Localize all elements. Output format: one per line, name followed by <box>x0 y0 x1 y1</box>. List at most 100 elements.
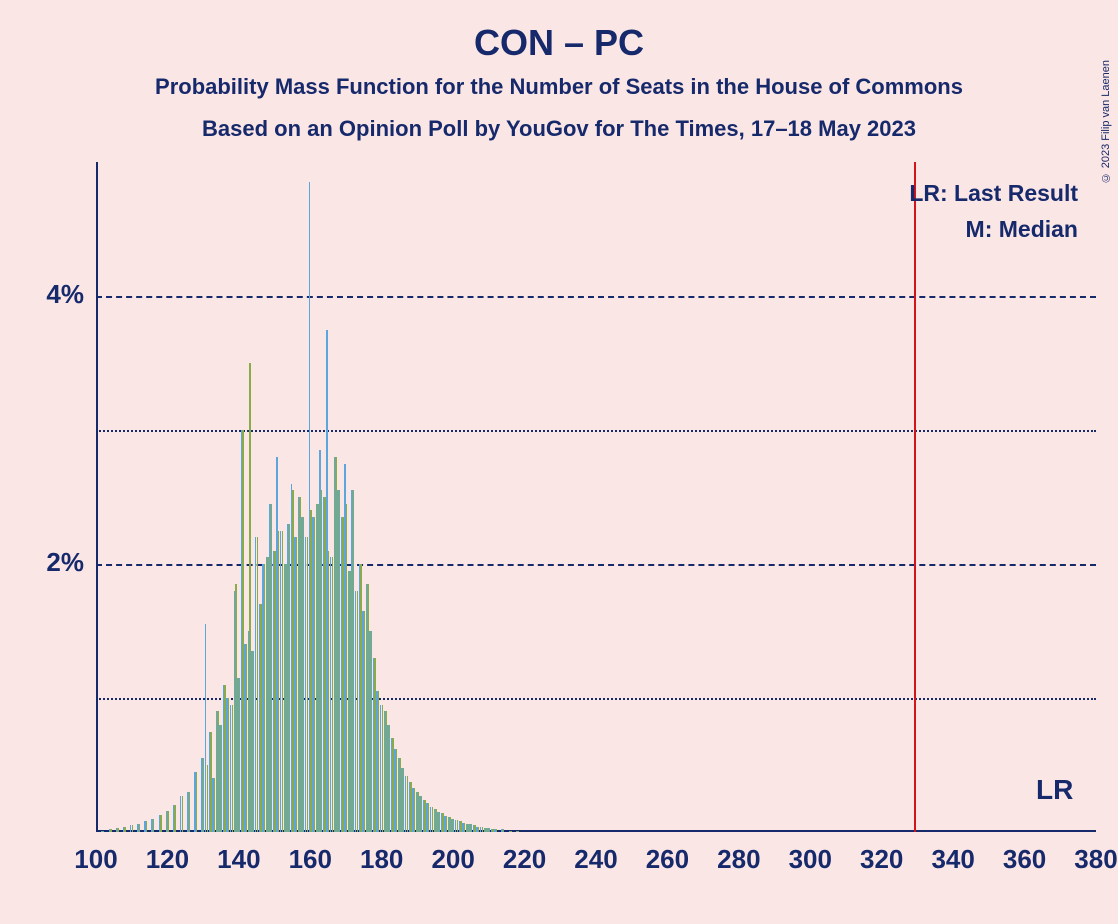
series-green-bar <box>103 831 104 832</box>
y-axis <box>96 162 98 832</box>
series-green-bar <box>299 497 300 832</box>
series-green-bar <box>307 537 308 832</box>
x-tick-label: 140 <box>217 844 260 875</box>
x-tick-label: 240 <box>574 844 617 875</box>
series-green-bar <box>457 820 458 832</box>
series-green-bar <box>374 658 375 832</box>
series-green-bar <box>260 604 261 832</box>
series-green-bar <box>517 831 518 832</box>
series-green-bar <box>474 825 475 832</box>
series-green-bar <box>289 524 290 832</box>
last-result-line <box>914 162 916 832</box>
series-green-bar <box>314 517 315 832</box>
x-tick-label: 120 <box>146 844 189 875</box>
series-green-bar <box>342 517 343 832</box>
series-green-bar <box>346 504 347 832</box>
x-tick-label: 220 <box>503 844 546 875</box>
series-green-bar <box>403 768 404 832</box>
series-green-bar <box>146 821 147 832</box>
series-green-bar <box>332 557 333 832</box>
series-green-bar <box>174 805 175 832</box>
series-green-bar <box>296 537 297 832</box>
x-tick-label: 300 <box>789 844 832 875</box>
series-green-bar <box>357 591 358 832</box>
chart-title: CON – PC <box>0 22 1118 64</box>
copyright-label: © 2023 Filip van Laenen <box>1100 60 1112 183</box>
series-green-bar <box>449 817 450 832</box>
series-green-bar <box>167 811 168 832</box>
series-green-bar <box>224 685 225 832</box>
series-green-bar <box>160 815 161 832</box>
series-green-bar <box>446 816 447 832</box>
series-green-bar <box>364 611 365 832</box>
series-green-bar <box>460 821 461 832</box>
series-green-bar <box>453 819 454 832</box>
series-green-bar <box>132 825 133 832</box>
series-green-bar <box>378 691 379 832</box>
series-green-bar <box>207 765 208 832</box>
series-green-bar <box>246 644 247 832</box>
series-green-bar <box>214 778 215 832</box>
series-green-bar <box>496 829 497 832</box>
series-green-bar <box>489 828 490 832</box>
series-green-bar <box>257 537 258 832</box>
series-green-bar <box>371 631 372 832</box>
series-green-bar <box>228 698 229 832</box>
series-green-bar <box>321 490 322 832</box>
series-green-bar <box>435 809 436 832</box>
x-tick-label: 260 <box>646 844 689 875</box>
series-green-bar <box>432 807 433 832</box>
series-green-bar <box>153 819 154 832</box>
series-green-bar <box>203 758 204 832</box>
x-tick-label: 180 <box>360 844 403 875</box>
series-green-bar <box>292 490 293 832</box>
chart-subtitle-2: Based on an Opinion Poll by YouGov for T… <box>0 116 1118 142</box>
series-green-bar <box>278 531 279 833</box>
series-green-bar <box>182 796 183 832</box>
series-green-bar <box>221 725 222 832</box>
series-green-bar <box>417 792 418 832</box>
chart-subtitle-1: Probability Mass Function for the Number… <box>0 74 1118 100</box>
x-tick-label: 280 <box>717 844 760 875</box>
series-green-bar <box>492 829 493 832</box>
series-green-bar <box>421 796 422 832</box>
series-green-bar <box>239 678 240 832</box>
plot-area <box>96 162 1096 832</box>
series-green-bar <box>464 823 465 832</box>
series-green-bar <box>335 457 336 832</box>
series-green-bar <box>442 813 443 832</box>
series-green-bar <box>410 782 411 832</box>
series-green-bar <box>274 551 275 832</box>
series-green-bar <box>482 827 483 832</box>
series-green-bar <box>285 564 286 832</box>
series-green-bar <box>382 705 383 832</box>
series-green-bar <box>353 490 354 832</box>
series-green-bar <box>324 497 325 832</box>
series-green-bar <box>210 732 211 833</box>
series-green-bar <box>414 788 415 832</box>
series-green-bar <box>439 812 440 832</box>
series-green-bar <box>467 824 468 832</box>
series-green-bar <box>328 551 329 832</box>
y-tick-label: 4% <box>4 279 84 310</box>
x-tick-label: 320 <box>860 844 903 875</box>
series-green-bar <box>110 829 111 832</box>
series-green-bar <box>217 711 218 832</box>
series-green-bar <box>271 504 272 832</box>
gridline-major <box>96 296 1096 298</box>
series-green-bar <box>267 557 268 832</box>
series-green-bar <box>392 738 393 832</box>
series-green-bar <box>367 584 368 832</box>
series-green-bar <box>485 828 486 832</box>
series-green-bar <box>310 510 311 832</box>
series-green-bar <box>253 651 254 832</box>
last-result-marker-label: LR <box>1036 774 1073 806</box>
series-green-bar <box>124 827 125 832</box>
x-tick-label: 340 <box>931 844 974 875</box>
x-tick-label: 200 <box>431 844 474 875</box>
series-green-bar <box>339 490 340 832</box>
series-green-bar <box>389 725 390 832</box>
series-green-bar <box>196 772 197 832</box>
series-green-bar <box>503 829 504 832</box>
series-green-bar <box>349 571 350 832</box>
